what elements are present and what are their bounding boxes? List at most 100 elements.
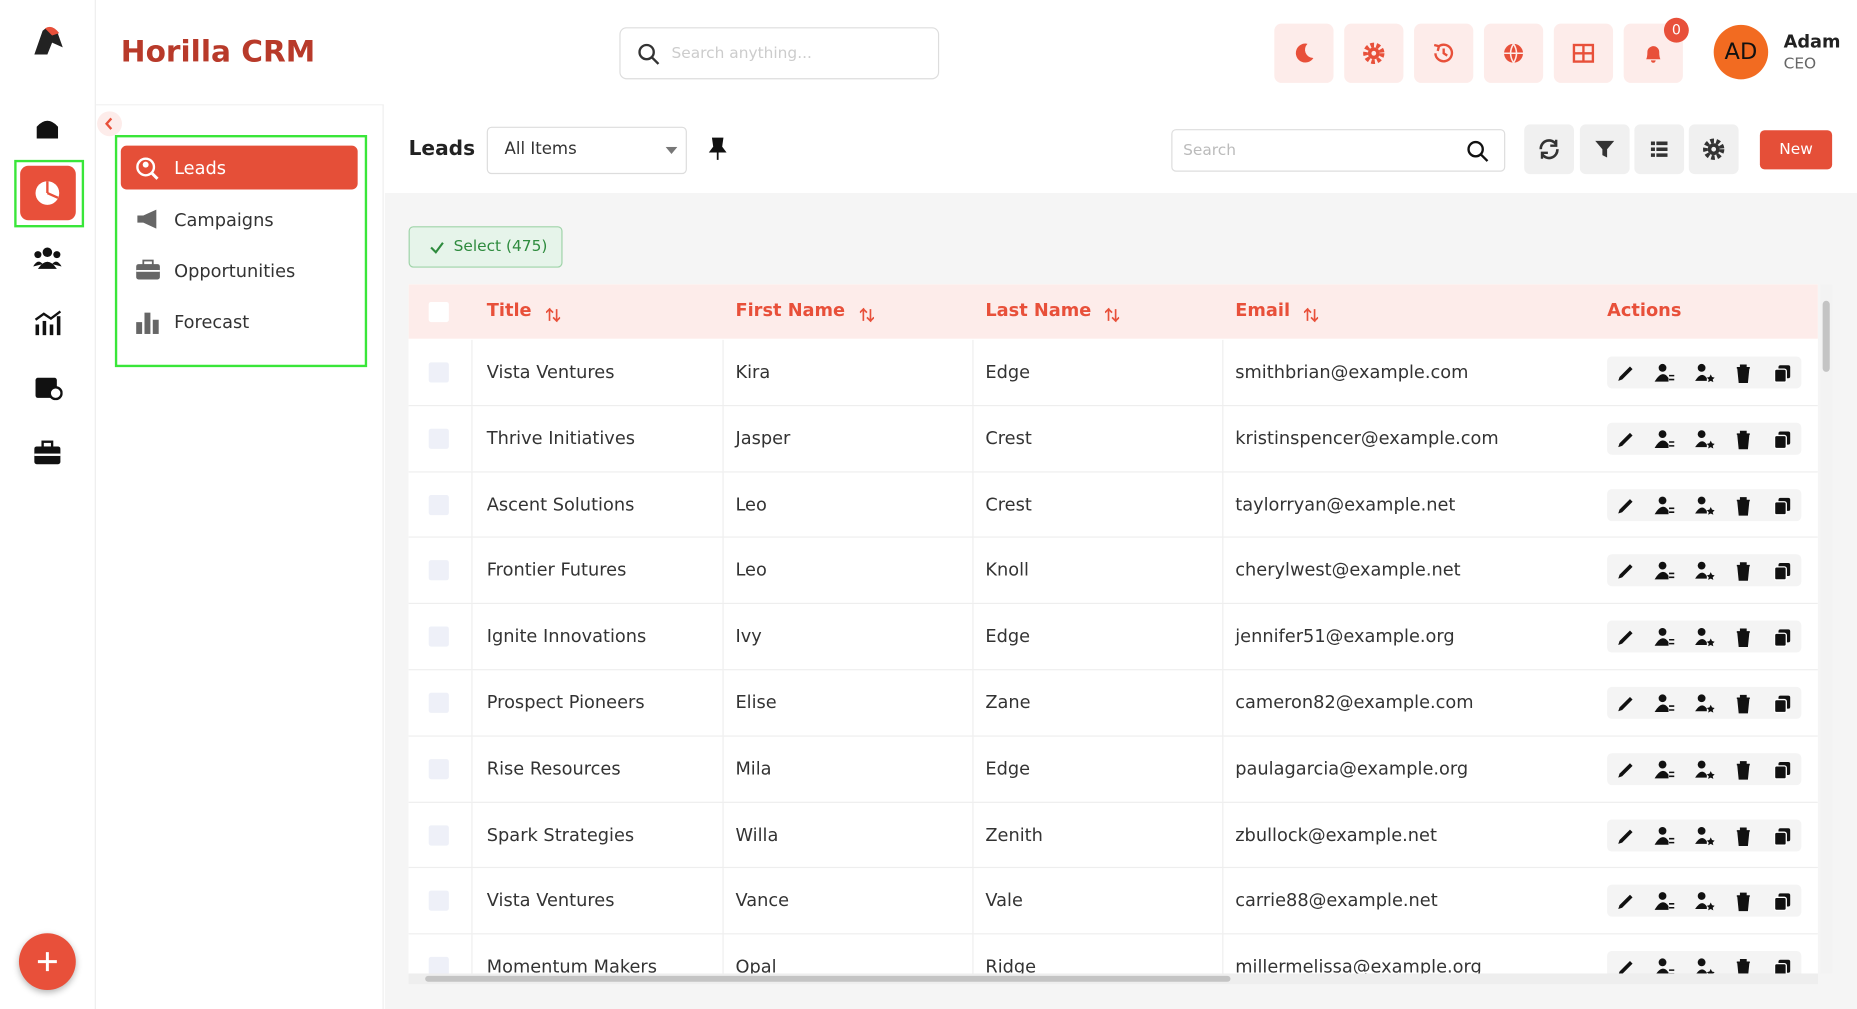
action-button[interactable] <box>1652 955 1678 974</box>
action-button[interactable] <box>1730 558 1756 584</box>
action-button[interactable] <box>1652 558 1678 584</box>
action-button[interactable] <box>1613 955 1639 974</box>
action-button[interactable] <box>1652 823 1678 849</box>
row-checkbox[interactable] <box>428 758 449 780</box>
action-button[interactable] <box>1691 426 1717 452</box>
action-button[interactable] <box>1730 955 1756 974</box>
row-checkbox[interactable] <box>428 560 449 581</box>
action-button[interactable] <box>1769 624 1795 650</box>
row-checkbox[interactable] <box>428 626 449 647</box>
action-button[interactable] <box>1730 823 1756 849</box>
row-checkbox[interactable] <box>428 428 449 449</box>
calendar-icon[interactable] <box>34 374 63 401</box>
action-button[interactable] <box>1652 757 1678 783</box>
h-scroll-thumb[interactable] <box>425 975 1231 982</box>
action-button[interactable] <box>1769 492 1795 518</box>
language-button[interactable] <box>1483 23 1544 83</box>
action-button[interactable] <box>1613 360 1639 386</box>
sort-icon[interactable] <box>859 304 875 327</box>
action-button[interactable] <box>1691 558 1717 584</box>
action-button[interactable] <box>1730 426 1756 452</box>
filter-button[interactable] <box>1579 124 1630 175</box>
action-button[interactable] <box>1769 426 1795 452</box>
action-button[interactable] <box>1730 624 1756 650</box>
refresh-button[interactable] <box>1524 124 1574 175</box>
home-icon[interactable] <box>34 115 60 141</box>
select-button[interactable]: Select (475) <box>408 226 563 268</box>
row-checkbox[interactable] <box>428 891 449 912</box>
briefcase-icon[interactable] <box>33 439 61 465</box>
action-button[interactable] <box>1652 690 1678 716</box>
row-checkbox[interactable] <box>428 494 449 515</box>
new-button[interactable]: New <box>1759 130 1833 170</box>
leads-nav[interactable] <box>20 165 76 221</box>
action-button[interactable] <box>1730 360 1756 386</box>
action-button[interactable] <box>1691 823 1717 849</box>
action-button[interactable] <box>1613 690 1639 716</box>
action-button[interactable] <box>1613 823 1639 849</box>
v-scroll-thumb[interactable] <box>1822 300 1830 372</box>
pin-button[interactable] <box>707 137 728 161</box>
action-button[interactable] <box>1769 889 1795 915</box>
action-button[interactable] <box>1691 889 1717 915</box>
action-button[interactable] <box>1730 492 1756 518</box>
contacts-icon[interactable] <box>33 245 62 271</box>
cell-text: cameron82@example.com <box>1235 691 1474 713</box>
sort-icon[interactable] <box>1303 304 1319 327</box>
action-button[interactable] <box>1613 889 1639 915</box>
action-button[interactable] <box>1769 690 1795 716</box>
collapse-button[interactable] <box>97 111 122 137</box>
theme-button[interactable] <box>1274 23 1334 83</box>
avatar[interactable]: AD <box>1713 24 1769 80</box>
settings-button[interactable] <box>1344 23 1404 83</box>
action-button[interactable] <box>1769 757 1795 783</box>
action-button[interactable] <box>1769 955 1795 974</box>
global-search[interactable]: Search anything... <box>619 27 940 80</box>
action-button[interactable] <box>1652 624 1678 650</box>
action-button[interactable] <box>1613 492 1639 518</box>
sort-icon[interactable] <box>545 304 561 327</box>
action-button[interactable] <box>1613 757 1639 783</box>
action-button[interactable] <box>1691 492 1717 518</box>
action-button[interactable] <box>1652 426 1678 452</box>
action-button[interactable] <box>1613 624 1639 650</box>
action-button[interactable] <box>1769 360 1795 386</box>
apps-button[interactable] <box>1553 23 1614 83</box>
list-view-button[interactable] <box>1634 124 1685 175</box>
row-checkbox[interactable] <box>428 957 449 974</box>
submenu-item[interactable]: Campaigns <box>174 209 274 231</box>
settings-button[interactable] <box>1688 124 1739 175</box>
rail <box>0 0 96 1009</box>
action-button[interactable] <box>1691 690 1717 716</box>
submenu-item[interactable]: Leads <box>174 157 227 179</box>
action-button[interactable] <box>1652 492 1678 518</box>
submenu-item[interactable]: Opportunities <box>174 260 296 282</box>
action-button[interactable] <box>1730 690 1756 716</box>
sort-icon[interactable] <box>1104 304 1120 327</box>
action-button[interactable] <box>1652 889 1678 915</box>
action-button[interactable] <box>1652 360 1678 386</box>
submenu-active[interactable] <box>120 145 358 190</box>
list-search[interactable]: Search <box>1171 129 1506 172</box>
action-button[interactable] <box>1691 955 1717 974</box>
action-button[interactable] <box>1769 823 1795 849</box>
action-button[interactable] <box>1613 558 1639 584</box>
row-checkbox[interactable] <box>428 824 449 846</box>
view-select[interactable]: All Items <box>486 126 687 175</box>
cell-text: Ascent Solutions <box>486 493 635 515</box>
action-button[interactable] <box>1730 757 1756 783</box>
reports-icon[interactable] <box>34 310 62 336</box>
action-button[interactable] <box>1691 360 1717 386</box>
action-button[interactable] <box>1691 757 1717 783</box>
header-checkbox[interactable] <box>428 301 449 323</box>
action-button[interactable] <box>1769 558 1795 584</box>
action-button[interactable] <box>1613 426 1639 452</box>
history-button[interactable] <box>1414 23 1474 83</box>
row-checkbox[interactable] <box>428 692 449 713</box>
add-button[interactable] <box>18 933 76 991</box>
submenu-item[interactable]: Forecast <box>174 311 250 333</box>
column-divider <box>471 802 473 868</box>
row-checkbox[interactable] <box>428 362 449 383</box>
action-button[interactable] <box>1691 624 1717 650</box>
action-button[interactable] <box>1730 889 1756 915</box>
